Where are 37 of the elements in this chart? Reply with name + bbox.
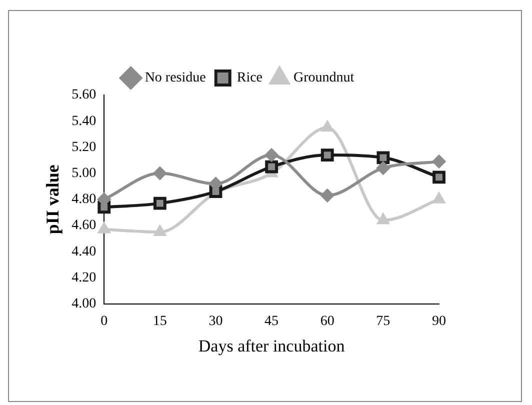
y-tick-label: 4.80 bbox=[72, 192, 96, 208]
legend-label: Groundnut bbox=[294, 70, 354, 86]
point bbox=[209, 177, 222, 190]
y-tick-label: 5.60 bbox=[72, 88, 96, 103]
point bbox=[320, 148, 334, 162]
y-tick-label: 4.40 bbox=[72, 244, 96, 260]
point bbox=[265, 160, 278, 174]
x-tick-label: 0 bbox=[100, 314, 108, 329]
x-tick-label: 30 bbox=[208, 314, 223, 329]
y-tick-label: 5.40 bbox=[72, 114, 96, 129]
point bbox=[433, 192, 445, 204]
x-axis-title: Days after incubation bbox=[198, 336, 346, 356]
x-tick-label: 60 bbox=[320, 314, 334, 329]
point bbox=[153, 166, 166, 180]
point bbox=[377, 214, 390, 224]
point bbox=[376, 162, 390, 175]
y-axis-title: pII value bbox=[42, 164, 62, 234]
point bbox=[154, 226, 166, 236]
point bbox=[432, 155, 446, 168]
point bbox=[98, 222, 110, 234]
legend-label: Rice bbox=[236, 70, 263, 86]
y-tick-label: 5.00 bbox=[72, 166, 96, 181]
point bbox=[98, 192, 111, 206]
y-tick-label: 4.20 bbox=[72, 270, 96, 286]
x-tick-label: 90 bbox=[432, 314, 446, 329]
y-tick-label: 4.60 bbox=[72, 218, 96, 234]
x-tick-label: 45 bbox=[264, 314, 279, 329]
point bbox=[376, 151, 390, 164]
y-tick-label: 5.20 bbox=[72, 140, 96, 155]
y-tick-label: 4.00 bbox=[72, 296, 96, 312]
x-tick-label: 75 bbox=[376, 314, 390, 329]
point bbox=[265, 148, 278, 162]
legend-label: No residue bbox=[144, 70, 206, 86]
point bbox=[432, 170, 446, 184]
point bbox=[320, 188, 334, 202]
point bbox=[153, 196, 166, 210]
x-tick-label: 15 bbox=[152, 314, 167, 329]
